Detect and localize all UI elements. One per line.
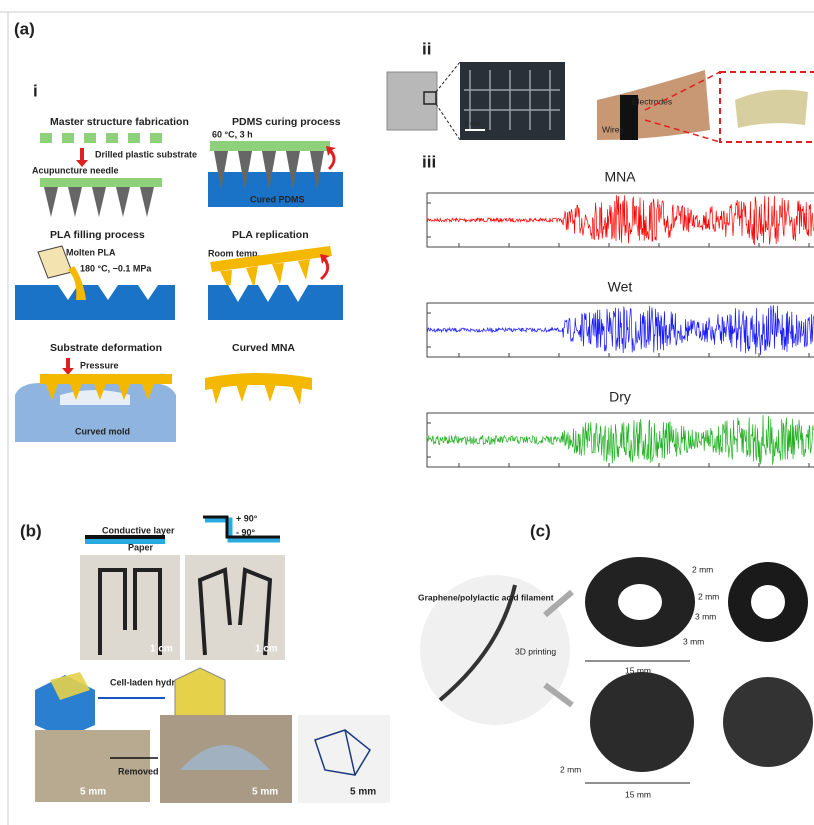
step-title: Master structure fabrication xyxy=(50,116,189,128)
ring-hole xyxy=(618,584,662,620)
panel-label: (b) xyxy=(20,521,42,540)
dimension: 15 mm xyxy=(625,789,651,799)
step-note: Drilled plastic substrate xyxy=(95,149,197,159)
trace-title: Wet xyxy=(608,279,633,295)
dimension: 2 mm xyxy=(560,764,581,774)
step-title: PLA replication xyxy=(232,229,309,241)
needles xyxy=(44,187,154,217)
emg-signal xyxy=(427,415,813,465)
figure: (a) i Master structure fabrication Drill… xyxy=(0,0,814,825)
step-title: Substrate deformation xyxy=(50,342,162,354)
substrate xyxy=(210,141,330,151)
mna-patch xyxy=(735,90,808,128)
step-note: 180 °C, −0.1 MPa xyxy=(80,263,152,273)
arrow xyxy=(76,148,88,167)
scale-label: 5 mm xyxy=(80,787,106,798)
panel-label: (c) xyxy=(530,521,551,540)
step-note: Cured PDMS xyxy=(250,194,305,204)
step-note: 60 °C, 3 h xyxy=(212,129,253,139)
drilled-substrate xyxy=(40,133,162,143)
step-title: PLA filling process xyxy=(50,229,145,241)
scale-label: 1 cm xyxy=(255,644,278,655)
curved-mna xyxy=(205,373,312,405)
step-note: Acupuncture needle xyxy=(32,165,119,175)
emg-traces: MNA Wet Dry xyxy=(427,169,814,467)
scale-label: 5 mm xyxy=(350,787,376,798)
trace-title: MNA xyxy=(604,169,636,185)
step-title: PDMS curing process xyxy=(232,116,341,128)
diagram-label: Conductive layer xyxy=(102,525,175,535)
subpanel-label: iii xyxy=(422,152,436,171)
dimension: 3 mm xyxy=(695,611,716,621)
dimension: 3 mm xyxy=(683,636,704,646)
disc-model xyxy=(590,672,694,772)
diagram-label: - 90° xyxy=(236,527,256,537)
emg-signal xyxy=(427,305,813,355)
photo-label: Electrodes xyxy=(632,96,672,106)
arrow xyxy=(326,146,336,170)
device-photo xyxy=(387,72,437,130)
step-note: Curved mold xyxy=(75,426,130,436)
arrow xyxy=(320,254,330,280)
step-note: Molten PLA xyxy=(66,247,116,257)
trace-title: Dry xyxy=(609,389,631,405)
emg-signal xyxy=(427,195,813,245)
arrow xyxy=(62,358,74,375)
panel-label: (a) xyxy=(14,19,35,38)
subpanel-label: i xyxy=(33,81,38,100)
conductive-layer xyxy=(85,535,165,539)
pdms xyxy=(208,285,343,320)
network-photo xyxy=(298,715,390,803)
dimension: 2 mm xyxy=(698,591,719,601)
ring-photo-hole xyxy=(751,585,785,619)
dimension: 2 mm xyxy=(692,564,713,574)
substrate xyxy=(40,178,162,187)
disc-photo xyxy=(723,677,813,767)
subpanel-label: ii xyxy=(422,39,431,58)
diagram-label: Paper xyxy=(128,542,154,552)
step-title: Curved MNA xyxy=(232,342,295,354)
scale-label: 1 cm xyxy=(150,644,173,655)
zoom-lines xyxy=(436,62,460,140)
diagram-label: Graphene/polylactic acid filament xyxy=(418,592,554,602)
diagram-label: 3D printing xyxy=(515,646,556,656)
scale-label: 5 mm xyxy=(252,787,278,798)
diagram-label: + 90° xyxy=(236,513,258,523)
step-note: Pressure xyxy=(80,360,119,370)
photo-label: Wires xyxy=(602,124,624,134)
scale-label: 5 mm xyxy=(465,122,480,128)
